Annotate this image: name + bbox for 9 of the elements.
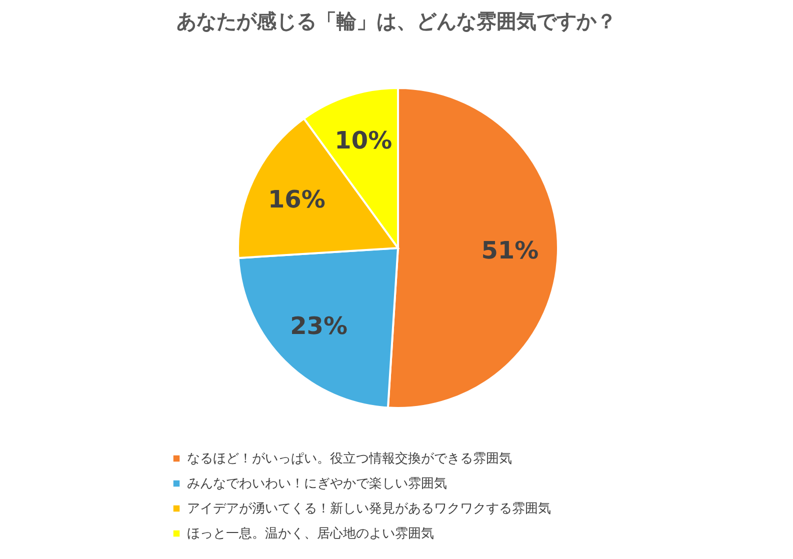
legend-label: みんなでわいわい！にぎやかで楽しい雰囲気 xyxy=(187,476,447,492)
legend-label: アイデアが湧いてくる！新しい発見があるワクワクする雰囲気 xyxy=(187,502,551,516)
data-label: 16% xyxy=(268,185,326,214)
chart-title: あなたが感じる「輪」は、どんな雰囲気ですか？ xyxy=(176,9,616,33)
data-label: 51% xyxy=(481,236,539,265)
legend-label: なるほど！がいっぱい。役立つ情報交換ができる雰囲気 xyxy=(187,450,512,466)
legend-label: ほっと一息。温かく、居心地のよい雰囲気 xyxy=(187,526,434,542)
data-label: 10% xyxy=(334,126,392,154)
data-label: 23% xyxy=(290,312,348,340)
